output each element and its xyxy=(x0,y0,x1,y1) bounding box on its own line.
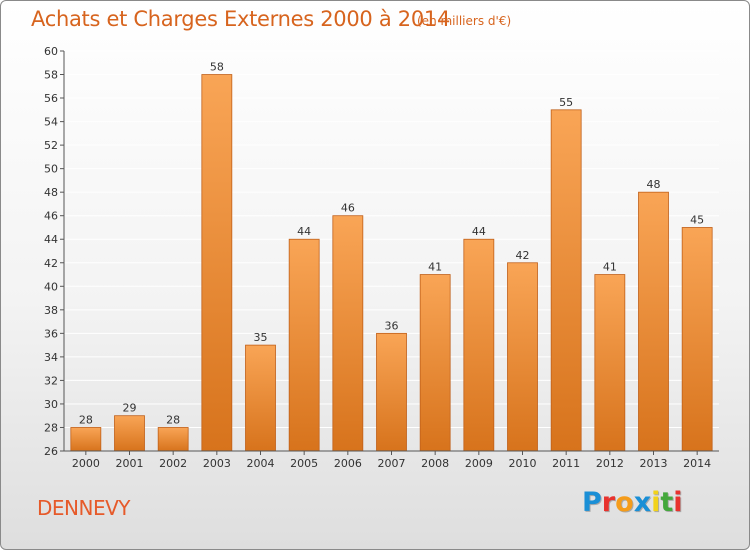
data-label: 28 xyxy=(79,413,93,426)
data-label: 55 xyxy=(559,96,573,109)
x-tick-label: 2012 xyxy=(596,457,624,470)
y-tick-label: 46 xyxy=(44,210,58,223)
x-tick-label: 2007 xyxy=(378,457,406,470)
y-tick-label: 52 xyxy=(44,139,58,152)
bar-2014[interactable] xyxy=(681,227,713,452)
bar-2005[interactable] xyxy=(288,238,320,452)
data-label: 58 xyxy=(210,61,224,74)
y-tick-label: 36 xyxy=(44,327,58,340)
data-label: 46 xyxy=(341,202,355,215)
y-tick-label: 30 xyxy=(44,398,58,411)
y-tick-label: 56 xyxy=(44,92,58,105)
data-label: 41 xyxy=(428,261,442,274)
data-label: 29 xyxy=(123,402,137,415)
proxiti-logo[interactable]: Proxiti xyxy=(582,487,683,518)
x-tick-label: 2008 xyxy=(421,457,449,470)
bar-2004[interactable] xyxy=(245,344,276,452)
x-tick-label: 2014 xyxy=(683,457,711,470)
y-tick-label: 38 xyxy=(44,304,58,317)
y-tick-label: 44 xyxy=(44,233,58,246)
data-label: 28 xyxy=(166,413,180,426)
x-tick-label: 2011 xyxy=(552,457,580,470)
y-tick-label: 40 xyxy=(44,280,58,293)
bar-2009[interactable] xyxy=(463,238,495,452)
y-tick-label: 42 xyxy=(44,257,58,270)
x-tick-label: 2013 xyxy=(640,457,668,470)
bar-2007[interactable] xyxy=(376,332,407,452)
x-tick-label: 2002 xyxy=(159,457,187,470)
bar-2008[interactable] xyxy=(419,274,451,452)
x-tick-label: 2001 xyxy=(116,457,144,470)
data-label: 41 xyxy=(603,261,617,274)
bar-2001[interactable] xyxy=(114,415,145,452)
data-labels: 28 29 28 58 35 44 46 36 41 44 42 55 41 48 45 xyxy=(79,61,704,427)
data-label: 42 xyxy=(516,249,530,262)
axes: 26 28 30 32 34 36 38 40 42 44 46 48 50 52 54 56 58 60 2000… xyxy=(44,45,719,470)
data-label: 48 xyxy=(647,178,661,191)
x-tick-label: 2003 xyxy=(203,457,231,470)
data-label: 36 xyxy=(385,319,399,332)
data-label: 45 xyxy=(690,213,704,226)
y-tick-label: 54 xyxy=(44,116,58,129)
y-tick-label: 58 xyxy=(44,69,58,82)
bar-2006[interactable] xyxy=(332,215,364,452)
data-label: 44 xyxy=(297,225,311,238)
bars xyxy=(70,74,713,452)
bar-2012[interactable] xyxy=(594,274,626,452)
x-tick-label: 2009 xyxy=(465,457,493,470)
commune-name: DENNEVY xyxy=(37,496,131,520)
chart-title: Achats et Charges Externes 2000 à 2014 xyxy=(31,7,451,31)
data-label: 35 xyxy=(254,331,268,344)
chart-subtitle: (en milliers d'€) xyxy=(417,14,512,28)
bar-2000[interactable] xyxy=(70,427,102,452)
bar-2010[interactable] xyxy=(507,262,538,452)
y-tick-label: 60 xyxy=(44,45,58,58)
bar-2011[interactable] xyxy=(550,109,582,452)
bar-2013[interactable] xyxy=(638,191,669,452)
x-tick-label: 2000 xyxy=(72,457,100,470)
data-label: 44 xyxy=(472,225,486,238)
bar-2002[interactable] xyxy=(157,427,189,452)
y-tick-label: 34 xyxy=(44,351,58,364)
y-tick-label: 26 xyxy=(44,445,58,458)
x-tick-label: 2010 xyxy=(509,457,537,470)
bar-2003[interactable] xyxy=(201,74,233,452)
y-tick-label: 50 xyxy=(44,163,58,176)
x-tick-label: 2006 xyxy=(334,457,362,470)
x-tick-label: 2004 xyxy=(247,457,275,470)
y-tick-label: 48 xyxy=(44,186,58,199)
y-tick-label: 32 xyxy=(44,374,58,387)
x-tick-label: 2005 xyxy=(290,457,318,470)
y-tick-label: 28 xyxy=(44,421,58,434)
